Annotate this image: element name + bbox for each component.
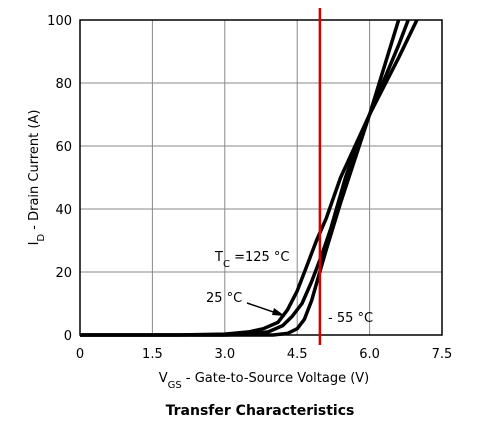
series-label-part: C xyxy=(223,259,230,270)
x-tick-label: 1.5 xyxy=(142,347,163,362)
series-label: 25 °C xyxy=(206,291,242,306)
y-tick-label: 40 xyxy=(55,203,72,218)
series-line xyxy=(80,19,410,337)
x-axis-label-part: V xyxy=(159,371,168,386)
y-axis-label-part: - Drain Current (A) xyxy=(27,110,42,234)
x-axis-label-part: - Gate-to-Source Voltage (V) xyxy=(182,371,369,386)
y-tick-label: 60 xyxy=(55,140,72,155)
y-tick-label: 100 xyxy=(47,14,72,29)
arrow-head xyxy=(272,308,285,316)
x-tick-label: 3.0 xyxy=(214,347,235,362)
series-label-part: =125 °C xyxy=(230,250,290,265)
x-tick-label: 6.0 xyxy=(359,347,380,362)
series-line xyxy=(80,19,401,337)
y-tick-label: 80 xyxy=(55,77,72,92)
y-tick-label: 0 xyxy=(64,329,72,344)
y-tick-label: 20 xyxy=(55,266,72,281)
x-tick-label: 0 xyxy=(76,347,84,362)
series-label: TC =125 °C xyxy=(214,250,290,270)
x-axis-label: VGS - Gate-to-Source Voltage (V) xyxy=(159,371,370,391)
x-axis-label-part: GS xyxy=(168,380,182,391)
x-tick-label: 4.5 xyxy=(287,347,308,362)
y-axis-label-part: D xyxy=(36,234,47,242)
series-label-part: T xyxy=(214,250,223,265)
x-tick-label: 7.5 xyxy=(432,347,453,362)
chart-title: Transfer Characteristics xyxy=(166,403,355,419)
series-label: - 55 °C xyxy=(328,311,373,326)
y-axis-label-part: I xyxy=(27,242,42,246)
series-line xyxy=(80,19,419,337)
y-axis-label: ID - Drain Current (A) xyxy=(27,110,47,246)
